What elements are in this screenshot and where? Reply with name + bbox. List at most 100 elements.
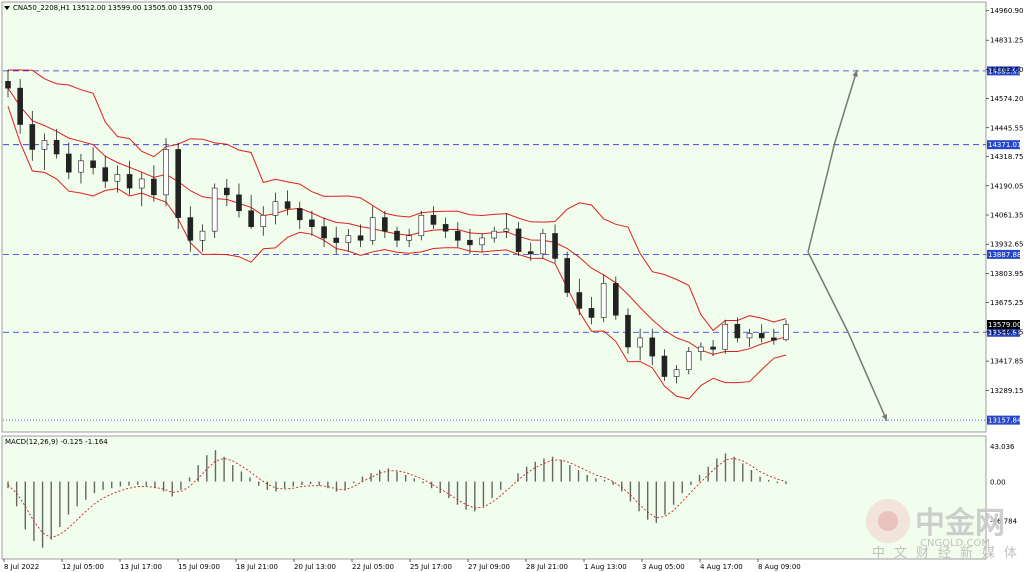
forecast-arrowhead [852,70,858,77]
watermark-logo-icon [866,499,910,543]
level-label: 14371.01 [988,141,1021,149]
candle-body [576,292,583,309]
candle-body [41,140,48,150]
candle-body [369,217,376,241]
candle-body [734,323,741,339]
candle-body [224,187,230,196]
candle-body [272,201,279,216]
macd-tick-label: -46.784 [990,517,1018,525]
price-tick-label: 14960.90 [990,7,1023,15]
macd-tick-label: 0.00 [990,479,1006,487]
price-axis: 14960.90 14831.25 14702.60 14574.20 14445.55… [986,7,1023,395]
forecast-arrows [807,69,888,422]
macd-tick-label: 43.036 [990,443,1015,451]
time-tick-label: 25 Jul 17:00 [410,563,452,571]
symbol-header: CNA50_2208,H1 13512.00 13599.00 13505.00… [13,4,213,12]
price-tick-label: 13932.65 [990,241,1023,249]
price-tick-label: 14318.75 [990,153,1023,161]
candle-body [613,283,619,316]
level-label: 13544.84 [988,329,1022,337]
candle-body [53,140,60,155]
candle-body [187,217,194,241]
candle-body [126,174,133,189]
level-lines: 14695.99 14371.01 13887.88 13544.84 13157.84 [3,66,1022,425]
candle-body [685,351,692,370]
price-tick-label: 14831.25 [990,37,1023,45]
candle-body [382,217,388,232]
watermark: 中金网 CNGOLD.COM 中文财经新媒体 [866,499,1024,561]
candle-body [138,178,145,189]
symbol-dropdown-icon[interactable] [4,6,10,10]
price-tick-label: 14061.35 [990,211,1023,219]
time-tick-label: 22 Jul 05:00 [352,563,394,571]
level-label-bg [987,249,1020,259]
forecast-arrow-down [807,251,888,422]
forecast-arrow-up [807,69,858,253]
candle-body [357,235,364,241]
time-tick-label: 20 Jul 13:00 [294,563,336,571]
candle-body [564,258,570,293]
level-label-bg [987,140,1020,150]
time-tick-label: 8 Aug 09:00 [758,563,801,571]
time-tick-label: 27 Jul 09:00 [468,563,510,571]
time-tick-label: 18 Jul 21:00 [236,563,278,571]
time-tick-label: 15 Jul 09:00 [178,563,220,571]
time-tick-label: 8 Jul 2022 [4,563,39,571]
candle-body [102,167,109,182]
current-price-marker: 13579.00 [987,320,1021,329]
candle-body [284,201,291,209]
level-label: 13887.88 [988,251,1021,259]
bb-lower-line [7,106,787,400]
time-tick-label: 12 Jul 05:00 [62,563,104,571]
level-label-bg [987,415,1020,425]
candle-body [698,346,704,352]
candle-body [260,214,267,227]
candle-body [321,226,327,239]
candle-body [746,333,753,339]
candle-body [29,124,36,150]
price-tick-label: 13546.55 [990,328,1023,336]
candle-body [151,178,157,196]
candle-body [649,337,656,357]
candle-body [552,233,558,259]
macd-indicator: 43.036 0.00 -46.784 [7,443,1018,548]
current-price-label: 13579.00 [988,321,1021,329]
level-label: 13157.84 [988,417,1022,425]
candle-body [345,235,352,243]
time-tick-label: 3 Aug 05:00 [642,563,685,571]
candle-body [783,324,789,341]
macd-signal-line [7,457,787,539]
watermark-brand: 中金网 [915,506,1005,541]
time-tick-label: 4 Aug 17:00 [700,563,743,571]
candle-body [333,237,340,243]
price-tick-label: 13417.85 [990,358,1023,366]
main-plot-area [1,1,987,433]
candle-body [78,160,84,173]
level-label-bg [987,327,1020,337]
candle-body [430,214,437,225]
bb-upper-line [8,69,787,332]
candle-body [588,308,595,318]
candle-body [503,228,510,232]
level-label-bg [987,66,1020,76]
price-tick-label: 14445.55 [990,124,1023,132]
candlestick-series [5,69,789,384]
watermark-tagline: 中文财经新媒体 [872,545,1024,561]
candle-body [467,239,473,246]
candle-body [515,228,522,252]
candle-body [454,230,461,241]
time-tick-label: 13 Jul 17:00 [120,563,162,571]
candle-body [114,174,121,182]
candle-body [491,230,498,239]
time-axis: 8 Jul 2022 12 Jul 05:00 13 Jul 17:00 15 Jul… [3,559,801,571]
candle-body [540,233,546,255]
price-tick-label: 13675.25 [990,299,1023,307]
candle-body [394,230,400,241]
candle-body [17,87,23,125]
watermark-site: CNGOLD.COM [920,538,990,549]
candle-body [65,153,72,173]
candle-body [771,337,777,341]
price-tick-label: 14574.20 [990,95,1023,103]
candle-body [406,235,412,241]
